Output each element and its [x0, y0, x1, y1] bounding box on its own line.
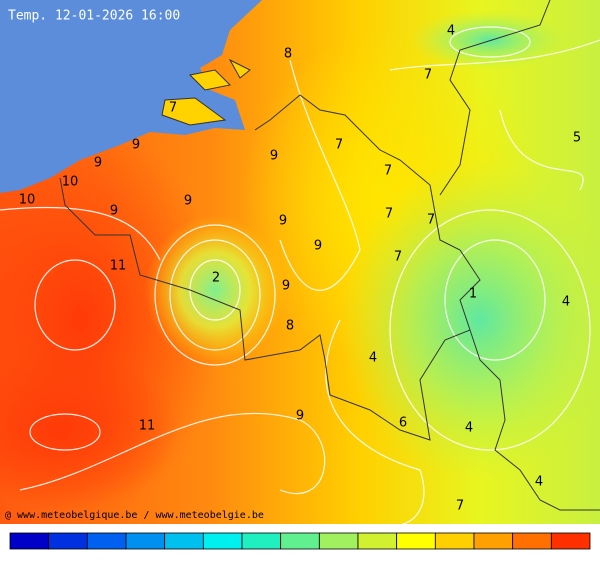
contour-label: 9 — [279, 214, 287, 229]
contour-label: 11 — [139, 419, 156, 434]
contour-label: 2 — [212, 271, 220, 286]
map-title: Temp. 12-01-2026 16:00 — [8, 9, 180, 24]
color-swatch — [280, 532, 320, 550]
contour-label: 9 — [184, 194, 192, 209]
color-swatch — [357, 532, 398, 550]
contour-label: 10 — [19, 193, 36, 208]
islands — [161, 58, 251, 126]
contour-label: 4 — [562, 295, 570, 310]
contour-label: 7 — [424, 68, 432, 83]
contour-label: 5 — [573, 131, 581, 146]
contour-label: 4 — [447, 24, 455, 39]
color-swatch — [318, 532, 359, 550]
contour-label: 10 — [62, 175, 79, 190]
sea — [0, 0, 262, 193]
legend-area — [0, 524, 600, 575]
isolines — [0, 26, 600, 526]
contour-label: 8 — [284, 47, 292, 62]
color-swatch — [550, 532, 591, 550]
contour-label: 7 — [335, 138, 343, 153]
color-swatch — [473, 532, 514, 550]
footer: @ www.meteobelgique.be / www.meteobelgie… — [5, 510, 264, 521]
contour-label: 11 — [110, 259, 127, 274]
contour-label: 4 — [369, 351, 377, 366]
color-swatch — [434, 532, 475, 550]
contour-label: 9 — [132, 138, 140, 153]
contour-label: 7 — [394, 250, 402, 265]
color-swatch — [164, 532, 204, 550]
contour-label: 4 — [465, 421, 473, 436]
color-swatch — [396, 532, 436, 550]
color-swatch — [202, 532, 243, 550]
contour-label: 7 — [385, 207, 393, 222]
contour-label: 8 — [286, 319, 294, 334]
borders — [59, 0, 600, 511]
color-swatch — [48, 532, 88, 550]
contour-label: 7 — [384, 164, 392, 179]
color-swatch — [9, 532, 50, 550]
color-swatch — [86, 532, 127, 550]
contour-labels: 4 8 7 7 5 9 7 9 9 7 10 10 9 9 7 9 7 9 7 11 2 9 1 4 8 4 9 6 11 4 4 7 — [19, 24, 581, 514]
contour-label: 7 — [427, 213, 435, 228]
contour-label: 9 — [270, 149, 278, 164]
contour-label: 9 — [110, 204, 118, 219]
contour-label: 9 — [282, 279, 290, 294]
temperature-field — [0, 0, 600, 525]
contour-label: 9 — [296, 409, 304, 424]
contour-label: 4 — [535, 475, 543, 490]
contour-label: 1 — [469, 287, 477, 302]
color-swatch — [241, 532, 282, 550]
color-swatch — [125, 532, 166, 550]
contour-label: 7 — [169, 101, 177, 116]
contour-label: 6 — [399, 416, 407, 431]
color-bar — [9, 532, 591, 550]
color-swatch — [512, 532, 552, 550]
contour-label: 9 — [94, 156, 102, 171]
contour-label: 7 — [456, 499, 464, 514]
contour-label: 9 — [314, 239, 322, 254]
